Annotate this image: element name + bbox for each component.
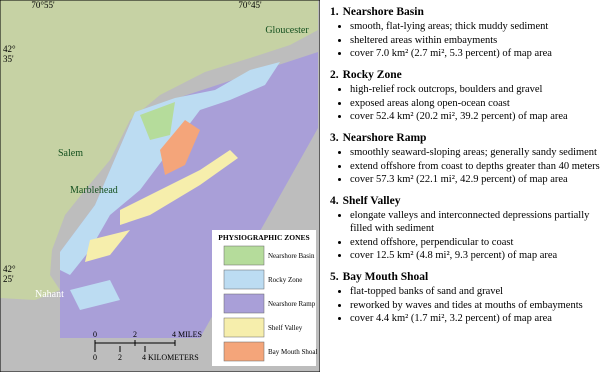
zone-heading: 5. Bay Mouth Shoal (330, 271, 612, 284)
zone-heading: 2. Rocky Zone (330, 69, 612, 82)
zone-title: Bay Mouth Shoal (342, 271, 429, 283)
legend-swatch (223, 293, 265, 314)
scale-label: 4 KILOMETERS (142, 353, 199, 362)
legend-label: Shelf Valley (268, 324, 303, 332)
place-label: Gloucester (265, 25, 309, 36)
scale-label: 0 (93, 353, 97, 362)
zone-section: 2.Rocky Zonehigh-relief rock outcrops, b… (330, 69, 612, 123)
bullet-list: flat-topped banks of sand and gravelrewo… (330, 285, 612, 325)
zone-heading: 3. Nearshore Ramp (330, 132, 612, 145)
bullet: exposed areas along open-ocean coast (350, 97, 612, 110)
legend-label: Nearshore Basin (268, 252, 315, 260)
bullet-list: smoothly seaward-sloping areas; generall… (330, 146, 612, 186)
bullet: extend offshore, perpendicular to coast (350, 236, 612, 249)
zone-descriptions: 1.Nearshore Basinsmooth, flat-lying area… (330, 6, 612, 334)
longitude-label: 70°55' (31, 0, 55, 10)
bullet: elongate valleys and interconnected depr… (350, 209, 612, 235)
legend-swatch (223, 245, 265, 266)
scale-label: 2 (118, 353, 122, 362)
zone-number: 3. (330, 132, 339, 144)
zone-number: 5. (330, 271, 339, 283)
latitude-label: 42° 25' (3, 264, 16, 284)
bullet: sheltered areas within embayments (350, 34, 612, 47)
zone-title: Nearshore Ramp (342, 132, 427, 144)
bay-mouth-shoal (160, 120, 200, 175)
legend: PHYSIOGRAPHIC ZONES Nearshore Basin Rocky… (212, 230, 317, 366)
nearshore-basin (140, 102, 175, 140)
legend-title: PHYSIOGRAPHIC ZONES (218, 233, 309, 242)
place-label: Nahant (35, 289, 64, 300)
zone-section: 3.Nearshore Rampsmoothly seaward-sloping… (330, 132, 612, 186)
zone-title: Nearshore Basin (342, 6, 424, 18)
bullet: smoothly seaward-sloping areas; generall… (350, 146, 612, 159)
shelf-valley (120, 150, 238, 225)
latitude-label: 42° 35' (3, 44, 16, 64)
bullet: reworked by waves and tides at mouths of… (350, 299, 612, 312)
zone-section: 5.Bay Mouth Shoalflat-topped banks of sa… (330, 271, 612, 325)
bullet: cover 52.4 km² (20.2 mi², 39.2 percent) … (350, 110, 612, 123)
survey-area (60, 52, 318, 338)
legend-label: Nearshore Ramp (268, 300, 316, 308)
scale-label: 0 (93, 330, 97, 339)
zone-section: 4.Shelf Valleyelongate valleys and inter… (330, 195, 612, 262)
legend-swatch (223, 269, 265, 290)
bullet: flat-topped banks of sand and gravel (350, 285, 612, 298)
rocky-zone (70, 280, 120, 310)
bullet-list: high-relief rock outcrops, boulders and … (330, 83, 612, 123)
place-label: Marblehead (70, 185, 118, 196)
legend-label: Bay Mouth Shoal (268, 348, 317, 356)
bullet-list: elongate valleys and interconnected depr… (330, 209, 612, 262)
scale-label: 4 MILES (172, 330, 202, 339)
zone-heading: 4. Shelf Valley (330, 195, 612, 208)
zone-title: Shelf Valley (342, 195, 401, 207)
legend-swatch (223, 341, 265, 362)
bullet: high-relief rock outcrops, boulders and … (350, 83, 612, 96)
bullet: cover 4.4 km² (1.7 mi², 3.2 percent) of … (350, 312, 612, 325)
zone-number: 4. (330, 195, 339, 207)
place-label: Salem (58, 148, 83, 159)
scale-label: 2 (133, 330, 137, 339)
land (0, 0, 318, 300)
zone-section: 1.Nearshore Basinsmooth, flat-lying area… (330, 6, 612, 60)
zone-heading: 1. Nearshore Basin (330, 6, 612, 19)
scale-bar: 0 2 4 MILES 0 2 4 KILOMETERS (93, 330, 202, 362)
bullet: cover 12.5 km² (4.8 mi², 9.3 percent) of… (350, 249, 612, 262)
shelf-valley (85, 230, 130, 262)
legend-label: Rocky Zone (268, 276, 302, 284)
zone-number: 1. (330, 6, 339, 18)
legend-swatch (223, 317, 265, 338)
longitude-label: 70°45' (238, 0, 262, 10)
bullet: smooth, flat-lying areas; thick muddy se… (350, 20, 612, 33)
zone-title: Rocky Zone (342, 69, 402, 81)
bullet: cover 7.0 km² (2.7 mi², 5.3 percent) of … (350, 47, 612, 60)
bullet: extend offshore from coast to depths gre… (350, 160, 612, 173)
map: 70°55' 70°45' Gloucester Salem Marblehea… (0, 0, 320, 372)
zone-number: 2. (330, 69, 339, 81)
bullet-list: smooth, flat-lying areas; thick muddy se… (330, 20, 612, 60)
bullet: cover 57.3 km² (22.1 mi², 42.9 percent) … (350, 173, 612, 186)
